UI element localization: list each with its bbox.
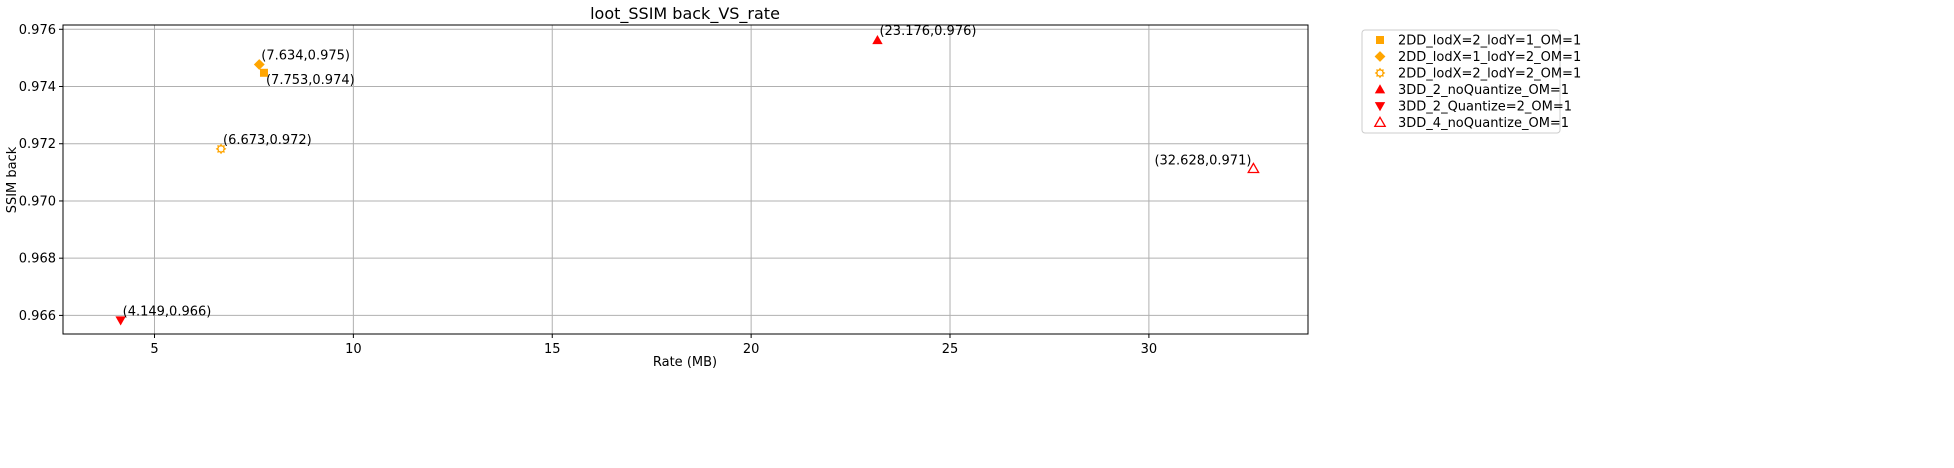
x-tick-label: 30: [1141, 342, 1158, 357]
x-axis-title: Rate (MB): [653, 355, 717, 370]
legend-marker: [1374, 84, 1386, 94]
x-tick-label: 20: [743, 342, 760, 357]
data-point: [115, 316, 126, 326]
y-tick-label: 0.966: [19, 309, 56, 324]
legend-box: [1361, 29, 1561, 134]
legend-label: 2DD_lodX=1_lodY=2_OM=1: [1398, 50, 1581, 65]
data-point: [215, 143, 227, 155]
legend-marker: [1374, 67, 1386, 79]
plot-area: [62, 24, 1309, 335]
y-tick-label: 0.970: [19, 194, 56, 209]
y-tick-label: 0.974: [19, 80, 56, 95]
legend-label: 3DD_4_noQuantize_OM=1: [1398, 116, 1569, 131]
legend-marker: [1376, 36, 1384, 44]
data-label: (23.176,0.976): [879, 24, 976, 39]
y-tick-label: 0.976: [19, 23, 56, 38]
legend-marker: [1373, 115, 1387, 128]
x-tick-label: 15: [544, 342, 561, 357]
legend-label: 2DD_lodX=2_lodY=2_OM=1: [1398, 67, 1581, 82]
data-point: [253, 59, 265, 70]
y-tick-label: 0.972: [19, 137, 56, 152]
data-label: (6.673,0.972): [223, 133, 312, 148]
x-tick-label: 10: [345, 342, 362, 357]
data-label: (4.149,0.966): [123, 304, 212, 319]
chart-title: loot_SSIM back_VS_rate: [590, 4, 780, 24]
legend-label: 2DD_lodX=2_lodY=1_OM=1: [1398, 34, 1581, 49]
y-tick-label: 0.968: [19, 252, 56, 267]
legend-marker: [1374, 102, 1386, 112]
data-label: (7.634,0.975): [261, 48, 350, 63]
legend: 2DD_lodX=2_lodY=1_OM=12DD_lodX=1_lodY=2_…: [1361, 29, 1581, 134]
data-label: (7.753,0.974): [266, 73, 355, 88]
data-points: (7.753,0.974) (7.634,0.975) (6.673,0.972) (…: [115, 24, 1260, 326]
data-label: (32.628,0.971): [1154, 154, 1251, 169]
y-axis-title: SSIM back: [5, 146, 20, 213]
grid-lines: [63, 25, 1308, 334]
x-axis: 5 10 15 20 25 30: [150, 334, 1157, 357]
legend-label: 3DD_2_noQuantize_OM=1: [1398, 83, 1569, 98]
data-point: [872, 34, 883, 45]
x-tick-label: 25: [942, 342, 959, 357]
data-point: [259, 68, 268, 77]
y-axis: 0.966 0.968 0.970 0.972 0.974 0.976: [19, 23, 63, 324]
legend-label: 3DD_2_Quantize=2_OM=1: [1398, 100, 1572, 115]
legend-marker: [1374, 51, 1386, 62]
data-point: [1247, 162, 1260, 174]
x-tick-label: 5: [150, 342, 158, 357]
